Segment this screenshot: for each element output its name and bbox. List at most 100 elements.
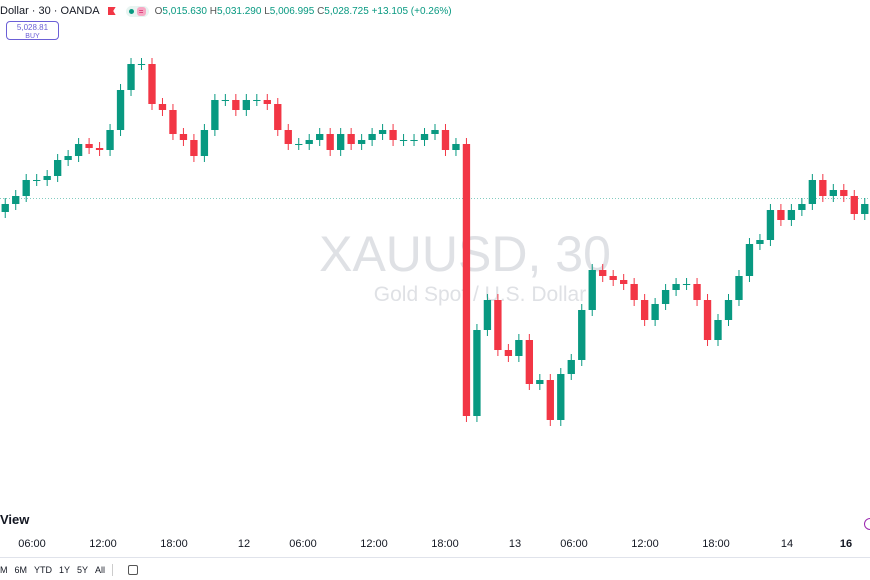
candle: [127, 58, 135, 96]
candle: [693, 278, 701, 306]
candle-body: [661, 290, 670, 304]
candle-body: [158, 104, 167, 110]
candle: [12, 190, 20, 210]
indicator-icon[interactable]: [864, 518, 870, 530]
candle: [368, 128, 376, 146]
candle: [672, 278, 680, 296]
candle: [640, 294, 649, 326]
time-tick-label: 06:00: [18, 538, 46, 550]
range-button-m[interactable]: M: [0, 565, 8, 575]
candle-body: [295, 144, 303, 145]
buy-button[interactable]: 5,028.81 BUY: [6, 21, 59, 40]
candle-body: [703, 300, 712, 340]
candle: [305, 134, 313, 150]
candle-body: [745, 244, 754, 276]
range-button-ytd[interactable]: YTD: [34, 565, 53, 575]
time-axis[interactable]: 06:00 12:00 18:00 12 06:00 12:00 18:00 13 06:00 1…: [0, 538, 870, 552]
candle: [137, 58, 146, 70]
candle: [232, 94, 240, 116]
candle: [85, 138, 93, 154]
candle: [682, 278, 691, 290]
candle: [33, 174, 41, 186]
candle: [316, 128, 324, 146]
candle: [546, 374, 554, 426]
candle: [504, 344, 513, 362]
candle: [630, 278, 638, 306]
time-tick-label: 12:00: [89, 538, 117, 550]
low-value: 5,006.995: [269, 5, 315, 17]
calendar-icon[interactable]: [128, 565, 139, 575]
close-value: 5,028.725: [324, 5, 369, 17]
candle-body: [179, 134, 188, 140]
candle-body: [798, 204, 806, 210]
candle-body: [95, 148, 104, 150]
time-tick-label: 18:00: [431, 538, 459, 550]
candle: [1, 198, 9, 218]
candle: [473, 324, 481, 422]
range-button-all[interactable]: All: [95, 565, 106, 575]
candlestick-chart[interactable]: [0, 0, 870, 505]
candle-body: [640, 300, 649, 320]
flag-icon[interactable]: [107, 7, 116, 15]
time-tick-label: 14: [780, 538, 794, 550]
candle: [148, 58, 156, 110]
candle-body: [724, 300, 733, 320]
candle-body: [137, 64, 146, 65]
candle-body: [515, 340, 523, 356]
candle: [200, 124, 209, 162]
candle-body: [504, 350, 513, 356]
candle: [494, 294, 502, 356]
open-value: 5,015.630: [162, 5, 207, 17]
time-tick-label: 13: [508, 538, 522, 550]
candle: [284, 124, 292, 150]
candle: [326, 128, 334, 156]
candle: [295, 138, 303, 150]
candle: [829, 184, 837, 202]
equals-icon: =: [136, 6, 146, 16]
candle: [347, 128, 355, 150]
candle-body: [221, 100, 230, 101]
candle-body: [630, 284, 638, 300]
candle: [850, 190, 858, 220]
candle-body: [829, 190, 837, 196]
candle: [661, 284, 670, 310]
candle-body: [232, 100, 240, 110]
high-value: 5,031.290: [216, 5, 262, 17]
candle-body: [756, 240, 764, 244]
candle-body: [127, 64, 135, 90]
market-status-pill[interactable]: =: [125, 5, 149, 17]
market-open-dot-icon: [128, 8, 134, 14]
range-button-6m[interactable]: 6M: [14, 565, 28, 575]
candle-body: [808, 180, 817, 204]
candle-body: [305, 140, 313, 144]
candle: [515, 334, 523, 362]
candle-body: [599, 270, 607, 276]
candle: [43, 170, 51, 186]
candle: [221, 94, 230, 106]
candle: [714, 314, 722, 346]
range-button-5y[interactable]: 5Y: [77, 565, 89, 575]
candle-body: [588, 270, 596, 310]
candle-body: [525, 340, 534, 384]
candle-body: [336, 134, 345, 150]
symbol-header: Dollar · 30 · OANDA = O5,015.630 H5,031.…: [0, 4, 452, 18]
candle-body: [620, 280, 628, 284]
candle: [557, 368, 565, 426]
candle-body: [253, 100, 261, 101]
range-button-1y[interactable]: 1Y: [59, 565, 71, 575]
candle: [95, 142, 104, 156]
candle-body: [43, 176, 51, 180]
candle-body: [74, 144, 83, 156]
candle: [599, 264, 607, 282]
candle-body: [263, 100, 271, 104]
change-value: +13.105 (+0.26%): [371, 5, 452, 17]
divider: [0, 557, 870, 558]
candle: [336, 128, 345, 156]
candle-body: [557, 374, 565, 420]
candle: [441, 124, 450, 156]
candle: [179, 128, 188, 146]
open-label: O: [154, 5, 163, 17]
symbol-title[interactable]: Dollar · 30 · OANDA: [0, 5, 100, 17]
candle: [745, 238, 754, 282]
candle-body: [441, 130, 450, 150]
